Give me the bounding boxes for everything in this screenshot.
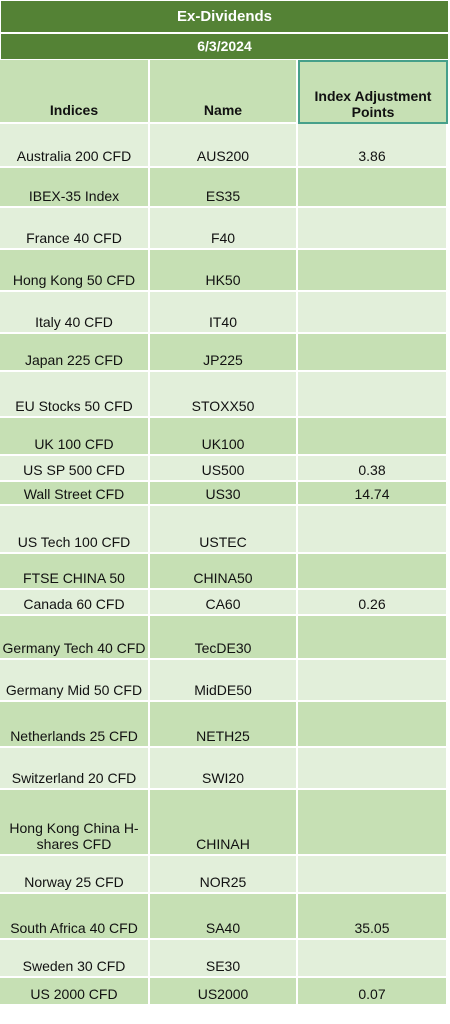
name-cell: US500: [150, 456, 298, 482]
points-cell: [298, 418, 448, 456]
table-row: Sweden 30 CFD SE30: [0, 940, 450, 978]
index-cell: Netherlands 25 CFD: [0, 702, 150, 748]
index-cell: South Africa 40 CFD: [0, 894, 150, 940]
points-cell: [298, 616, 448, 660]
table-row: Germany Tech 40 CFD TecDE30: [0, 616, 450, 660]
name-cell: SE30: [150, 940, 298, 978]
index-cell: France 40 CFD: [0, 208, 150, 250]
table-body: Australia 200 CFD AUS200 3.86 IBEX-35 Index…: [0, 124, 450, 1006]
name-cell: JP225: [150, 334, 298, 372]
points-cell: 3.86: [298, 124, 448, 168]
points-cell: [298, 790, 448, 856]
points-cell: 35.05: [298, 894, 448, 940]
table-title: Ex-Dividends: [0, 0, 449, 33]
column-header-adjustment-points: Index Adjustment Points: [298, 60, 448, 124]
table-row: Japan 225 CFD JP225: [0, 334, 450, 372]
index-cell: IBEX-35 Index: [0, 168, 150, 208]
table-row: France 40 CFD F40: [0, 208, 450, 250]
table-row: IBEX-35 Index ES35: [0, 168, 450, 208]
table-row: EU Stocks 50 CFD STOXX50: [0, 372, 450, 418]
name-cell: F40: [150, 208, 298, 250]
table-row: Norway 25 CFD NOR25: [0, 856, 450, 894]
index-cell: Sweden 30 CFD: [0, 940, 150, 978]
points-cell: 0.07: [298, 978, 448, 1006]
points-cell: [298, 856, 448, 894]
index-cell: UK 100 CFD: [0, 418, 150, 456]
points-cell: [298, 208, 448, 250]
table-row: Switzerland 20 CFD SWI20: [0, 748, 450, 790]
name-cell: HK50: [150, 250, 298, 292]
column-header-name: Name: [150, 60, 298, 124]
index-cell: US 2000 CFD: [0, 978, 150, 1006]
points-cell: [298, 702, 448, 748]
points-cell: [298, 506, 448, 554]
points-cell: [298, 334, 448, 372]
index-cell: Germany Mid 50 CFD: [0, 660, 150, 702]
table-row: UK 100 CFD UK100: [0, 418, 450, 456]
name-cell: USTEC: [150, 506, 298, 554]
name-cell: NETH25: [150, 702, 298, 748]
table-row: US Tech 100 CFD USTEC: [0, 506, 450, 554]
index-cell: EU Stocks 50 CFD: [0, 372, 150, 418]
name-cell: AUS200: [150, 124, 298, 168]
index-cell: Australia 200 CFD: [0, 124, 150, 168]
index-cell: Norway 25 CFD: [0, 856, 150, 894]
points-cell: [298, 554, 448, 590]
table-row: FTSE CHINA 50 CHINA50: [0, 554, 450, 590]
table-row: Hong Kong China H-shares CFD CHINAH: [0, 790, 450, 856]
table-row: Wall Street CFD US30 14.74: [0, 482, 450, 506]
points-cell: 0.26: [298, 590, 448, 616]
points-cell: [298, 372, 448, 418]
table-row: Canada 60 CFD CA60 0.26: [0, 590, 450, 616]
points-cell: [298, 292, 448, 334]
column-header-indices: Indices: [0, 60, 150, 124]
table-date: 6/3/2024: [0, 33, 449, 60]
index-cell: Canada 60 CFD: [0, 590, 150, 616]
index-cell: Switzerland 20 CFD: [0, 748, 150, 790]
points-cell: [298, 660, 448, 702]
name-cell: US30: [150, 482, 298, 506]
name-cell: STOXX50: [150, 372, 298, 418]
name-cell: MidDE50: [150, 660, 298, 702]
points-cell: 0.38: [298, 456, 448, 482]
name-cell: CHINAH: [150, 790, 298, 856]
points-cell: [298, 168, 448, 208]
name-cell: SWI20: [150, 748, 298, 790]
index-cell: FTSE CHINA 50: [0, 554, 150, 590]
table-row: Australia 200 CFD AUS200 3.86: [0, 124, 450, 168]
name-cell: SA40: [150, 894, 298, 940]
index-cell: US SP 500 CFD: [0, 456, 150, 482]
index-cell: Hong Kong China H-shares CFD: [0, 790, 150, 856]
name-cell: NOR25: [150, 856, 298, 894]
table-row: Germany Mid 50 CFD MidDE50: [0, 660, 450, 702]
name-cell: CA60: [150, 590, 298, 616]
index-cell: Germany Tech 40 CFD: [0, 616, 150, 660]
index-cell: US Tech 100 CFD: [0, 506, 150, 554]
table-row: Netherlands 25 CFD NETH25: [0, 702, 450, 748]
name-cell: TecDE30: [150, 616, 298, 660]
index-cell: Wall Street CFD: [0, 482, 150, 506]
name-cell: CHINA50: [150, 554, 298, 590]
index-cell: Italy 40 CFD: [0, 292, 150, 334]
table-row: US SP 500 CFD US500 0.38: [0, 456, 450, 482]
index-cell: Hong Kong 50 CFD: [0, 250, 150, 292]
table-row: Italy 40 CFD IT40: [0, 292, 450, 334]
name-cell: UK100: [150, 418, 298, 456]
name-cell: US2000: [150, 978, 298, 1006]
table-row: US 2000 CFD US2000 0.07: [0, 978, 450, 1006]
points-cell: [298, 940, 448, 978]
points-cell: [298, 250, 448, 292]
table-row: Hong Kong 50 CFD HK50: [0, 250, 450, 292]
points-cell: 14.74: [298, 482, 448, 506]
points-cell: [298, 748, 448, 790]
name-cell: IT40: [150, 292, 298, 334]
index-cell: Japan 225 CFD: [0, 334, 150, 372]
name-cell: ES35: [150, 168, 298, 208]
table-row: South Africa 40 CFD SA40 35.05: [0, 894, 450, 940]
header-row: Indices Name Index Adjustment Points: [0, 60, 450, 124]
